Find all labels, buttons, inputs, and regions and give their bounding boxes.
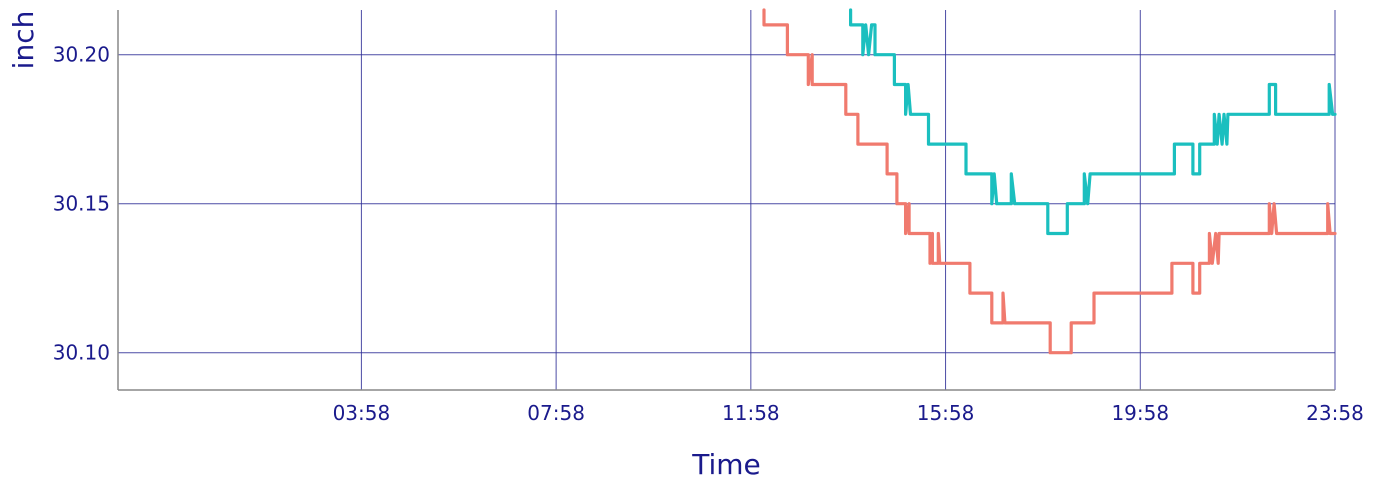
y-tick-label: 30.15 (53, 192, 110, 216)
series-lines (762, 8, 1337, 355)
series-line-1 (762, 8, 1337, 355)
y-tick-label: 30.10 (53, 341, 110, 365)
x-tick-label: 23:58 (1306, 401, 1364, 425)
x-axis-title: Time (691, 448, 761, 481)
y-axis-title: inch (7, 11, 40, 70)
series-line-2 (849, 8, 1337, 236)
x-tick-label: 11:58 (722, 401, 780, 425)
x-tick-label: 07:58 (527, 401, 585, 425)
tick-labels: 03:58 07:58 11:58 15:58 19:58 23:58 30.20 30.15… (53, 43, 1364, 425)
axes (117, 10, 1335, 391)
x-tick-label: 03:58 (333, 401, 391, 425)
y-tick-label: 30.20 (53, 43, 110, 67)
x-tick-label: 15:58 (917, 401, 975, 425)
gridlines (118, 10, 1336, 390)
x-tick-label: 19:58 (1111, 401, 1169, 425)
